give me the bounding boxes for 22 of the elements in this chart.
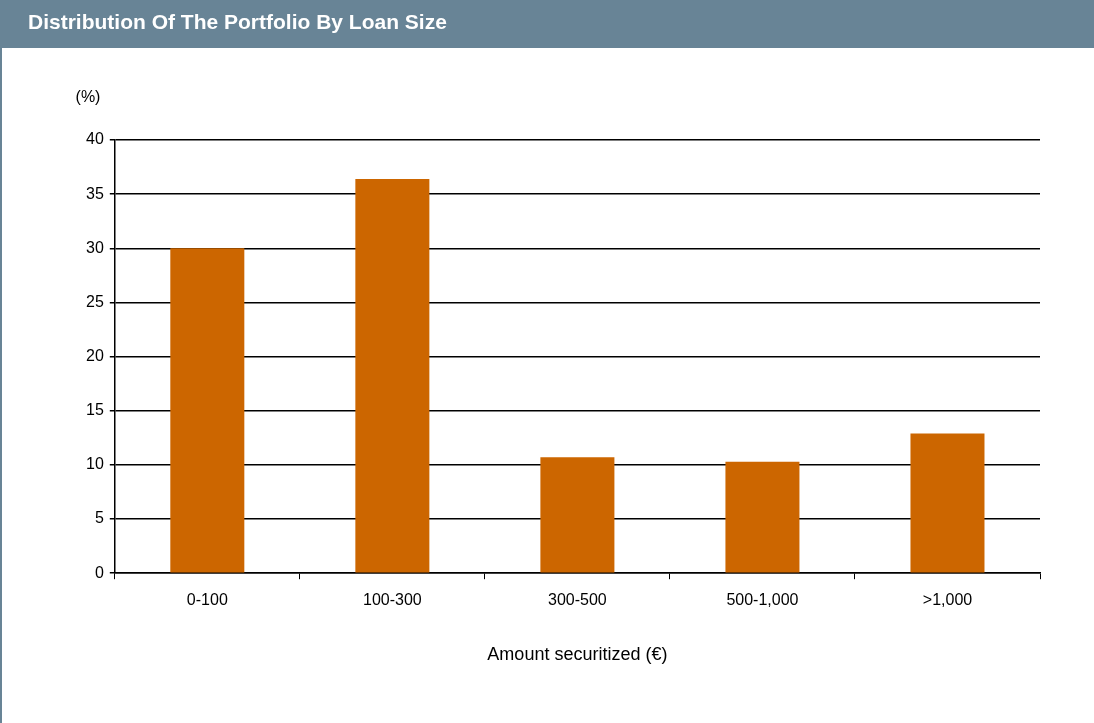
y-tick-label: 10 bbox=[86, 455, 104, 473]
y-tick-label: 40 bbox=[86, 130, 104, 148]
y-tick-label: 20 bbox=[86, 347, 104, 365]
bar bbox=[170, 248, 245, 573]
x-axis-title: Amount securitized (€) bbox=[487, 644, 668, 665]
y-tick-label: 35 bbox=[86, 184, 104, 202]
x-tick-label: 100-300 bbox=[363, 591, 422, 609]
y-axis-title: (%) bbox=[75, 88, 101, 106]
bar bbox=[540, 457, 615, 573]
bar bbox=[725, 461, 800, 573]
x-tick-label: 300-500 bbox=[548, 591, 607, 609]
bar bbox=[355, 178, 430, 573]
x-tick-label: 500-1,000 bbox=[726, 591, 799, 609]
y-tick-label: 15 bbox=[86, 401, 104, 419]
x-tick-label: 0-100 bbox=[186, 591, 228, 609]
y-tick-label: 25 bbox=[86, 292, 104, 310]
y-tick-label: 0 bbox=[94, 563, 104, 581]
y-tick-label: 30 bbox=[86, 238, 104, 256]
x-tick-label: >1,000 bbox=[922, 591, 973, 609]
chart-title: Distribution Of The Portfolio By Loan Size bbox=[28, 10, 447, 34]
bar bbox=[910, 433, 985, 573]
y-tick-label: 5 bbox=[94, 509, 104, 527]
